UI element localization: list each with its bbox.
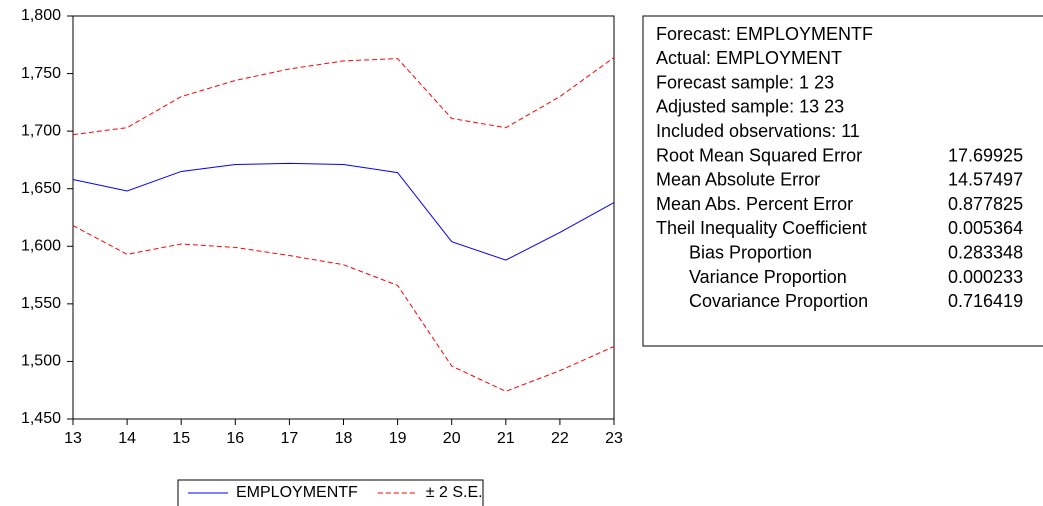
x-tick-label: 23 xyxy=(605,430,623,447)
x-tick-label: 14 xyxy=(118,430,136,447)
x-tick-label: 17 xyxy=(281,430,299,447)
x-tick-label: 19 xyxy=(389,430,407,447)
y-tick-label: 1,650 xyxy=(21,180,61,197)
legend-label: ± 2 S.E. xyxy=(426,484,483,501)
stats-value: 17.69925 xyxy=(948,145,1023,165)
x-tick-label: 20 xyxy=(443,430,461,447)
x-tick-label: 13 xyxy=(64,430,82,447)
stats-label: Mean Abs. Percent Error xyxy=(656,194,853,214)
stats-label: Bias Proportion xyxy=(689,242,812,262)
stats-label: Mean Absolute Error xyxy=(656,170,820,190)
stats-label: Variance Proportion xyxy=(689,267,847,287)
y-tick-label: 1,600 xyxy=(21,238,61,255)
series-line xyxy=(72,162,615,261)
legend-box xyxy=(177,479,484,506)
stats-header: Actual: EMPLOYMENT xyxy=(656,48,842,68)
x-tick-label: 22 xyxy=(551,430,569,447)
stats-value: 0.877825 xyxy=(948,194,1023,214)
stats-box xyxy=(642,15,1043,347)
stats-label: Root Mean Squared Error xyxy=(656,145,862,165)
stats-header: Forecast sample: 1 23 xyxy=(656,72,834,92)
stats-label: Covariance Proportion xyxy=(689,291,868,311)
x-tick-label: 18 xyxy=(335,430,353,447)
plot-frame xyxy=(72,15,615,420)
y-tick-label: 1,800 xyxy=(21,7,61,24)
x-tick-label: 16 xyxy=(226,430,244,447)
stats-value: 0.716419 xyxy=(948,291,1023,311)
series-line xyxy=(72,57,615,136)
y-tick-label: 1,750 xyxy=(21,65,61,82)
stats-value: 0.000233 xyxy=(948,267,1023,287)
stats-header: Forecast: EMPLOYMENTF xyxy=(656,24,873,44)
series-line xyxy=(72,225,615,392)
y-tick-label: 1,700 xyxy=(21,122,61,139)
x-tick-label: 21 xyxy=(497,430,515,447)
x-tick-label: 15 xyxy=(172,430,190,447)
stats-value: 14.57497 xyxy=(948,170,1023,190)
stats-value: 0.005364 xyxy=(948,218,1023,238)
y-tick-label: 1,450 xyxy=(21,410,61,427)
stats-label: Theil Inequality Coefficient xyxy=(656,218,867,238)
stats-header: Adjusted sample: 13 23 xyxy=(656,97,844,117)
y-tick-label: 1,500 xyxy=(21,353,61,370)
legend-label: EMPLOYMENTF xyxy=(236,484,358,501)
stats-value: 0.283348 xyxy=(948,242,1023,262)
y-tick-label: 1,550 xyxy=(21,295,61,312)
stats-header: Included observations: 11 xyxy=(656,121,860,141)
